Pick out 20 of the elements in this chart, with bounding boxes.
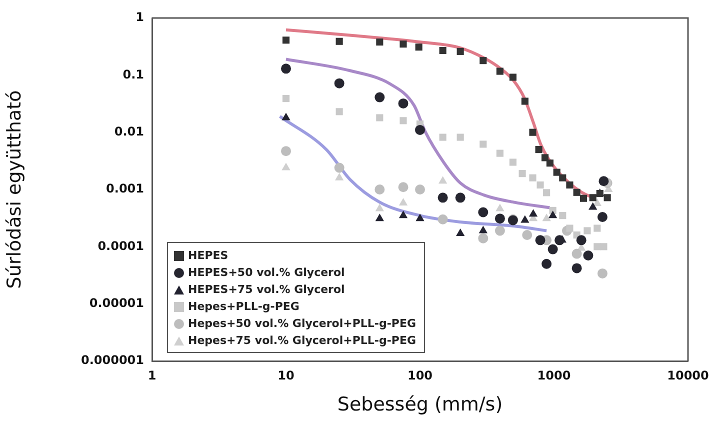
legend-label: Hepes+50 vol.% Glycerol+PLL-g-PEG — [188, 317, 416, 330]
y-axis-title: Súrlódási együttható — [3, 90, 26, 289]
legend-label: Hepes+PLL-g-PEG — [188, 300, 300, 313]
x-tick-label: 1000 — [537, 368, 571, 382]
y-tick-label: 0.00001 — [89, 296, 144, 310]
x-tick-label: 10 — [278, 368, 294, 382]
legend-label: HEPES — [188, 249, 228, 262]
legend-label: HEPES+75 vol.% Glycerol — [188, 283, 345, 296]
legend-label: Hepes+75 vol.% Glycerol+PLL-g-PEG — [188, 334, 416, 347]
y-tick-label: 0.01 — [114, 124, 144, 138]
x-tick-label: 100 — [407, 368, 433, 382]
y-tick-label: 1 — [136, 10, 144, 24]
x-axis-title: Sebesség (mm/s) — [337, 394, 503, 416]
y-tick-label: 0.1 — [122, 67, 144, 82]
legend-label: HEPES+50 vol.% Glycerol — [188, 266, 345, 279]
x-tick-label: 1 — [148, 368, 156, 382]
y-tick-label: 0.001 — [106, 182, 144, 196]
y-tick-label: 0.000001 — [80, 353, 144, 368]
y-tick-label: 0.0001 — [98, 238, 144, 253]
x-tick-label: 10000 — [667, 368, 709, 382]
